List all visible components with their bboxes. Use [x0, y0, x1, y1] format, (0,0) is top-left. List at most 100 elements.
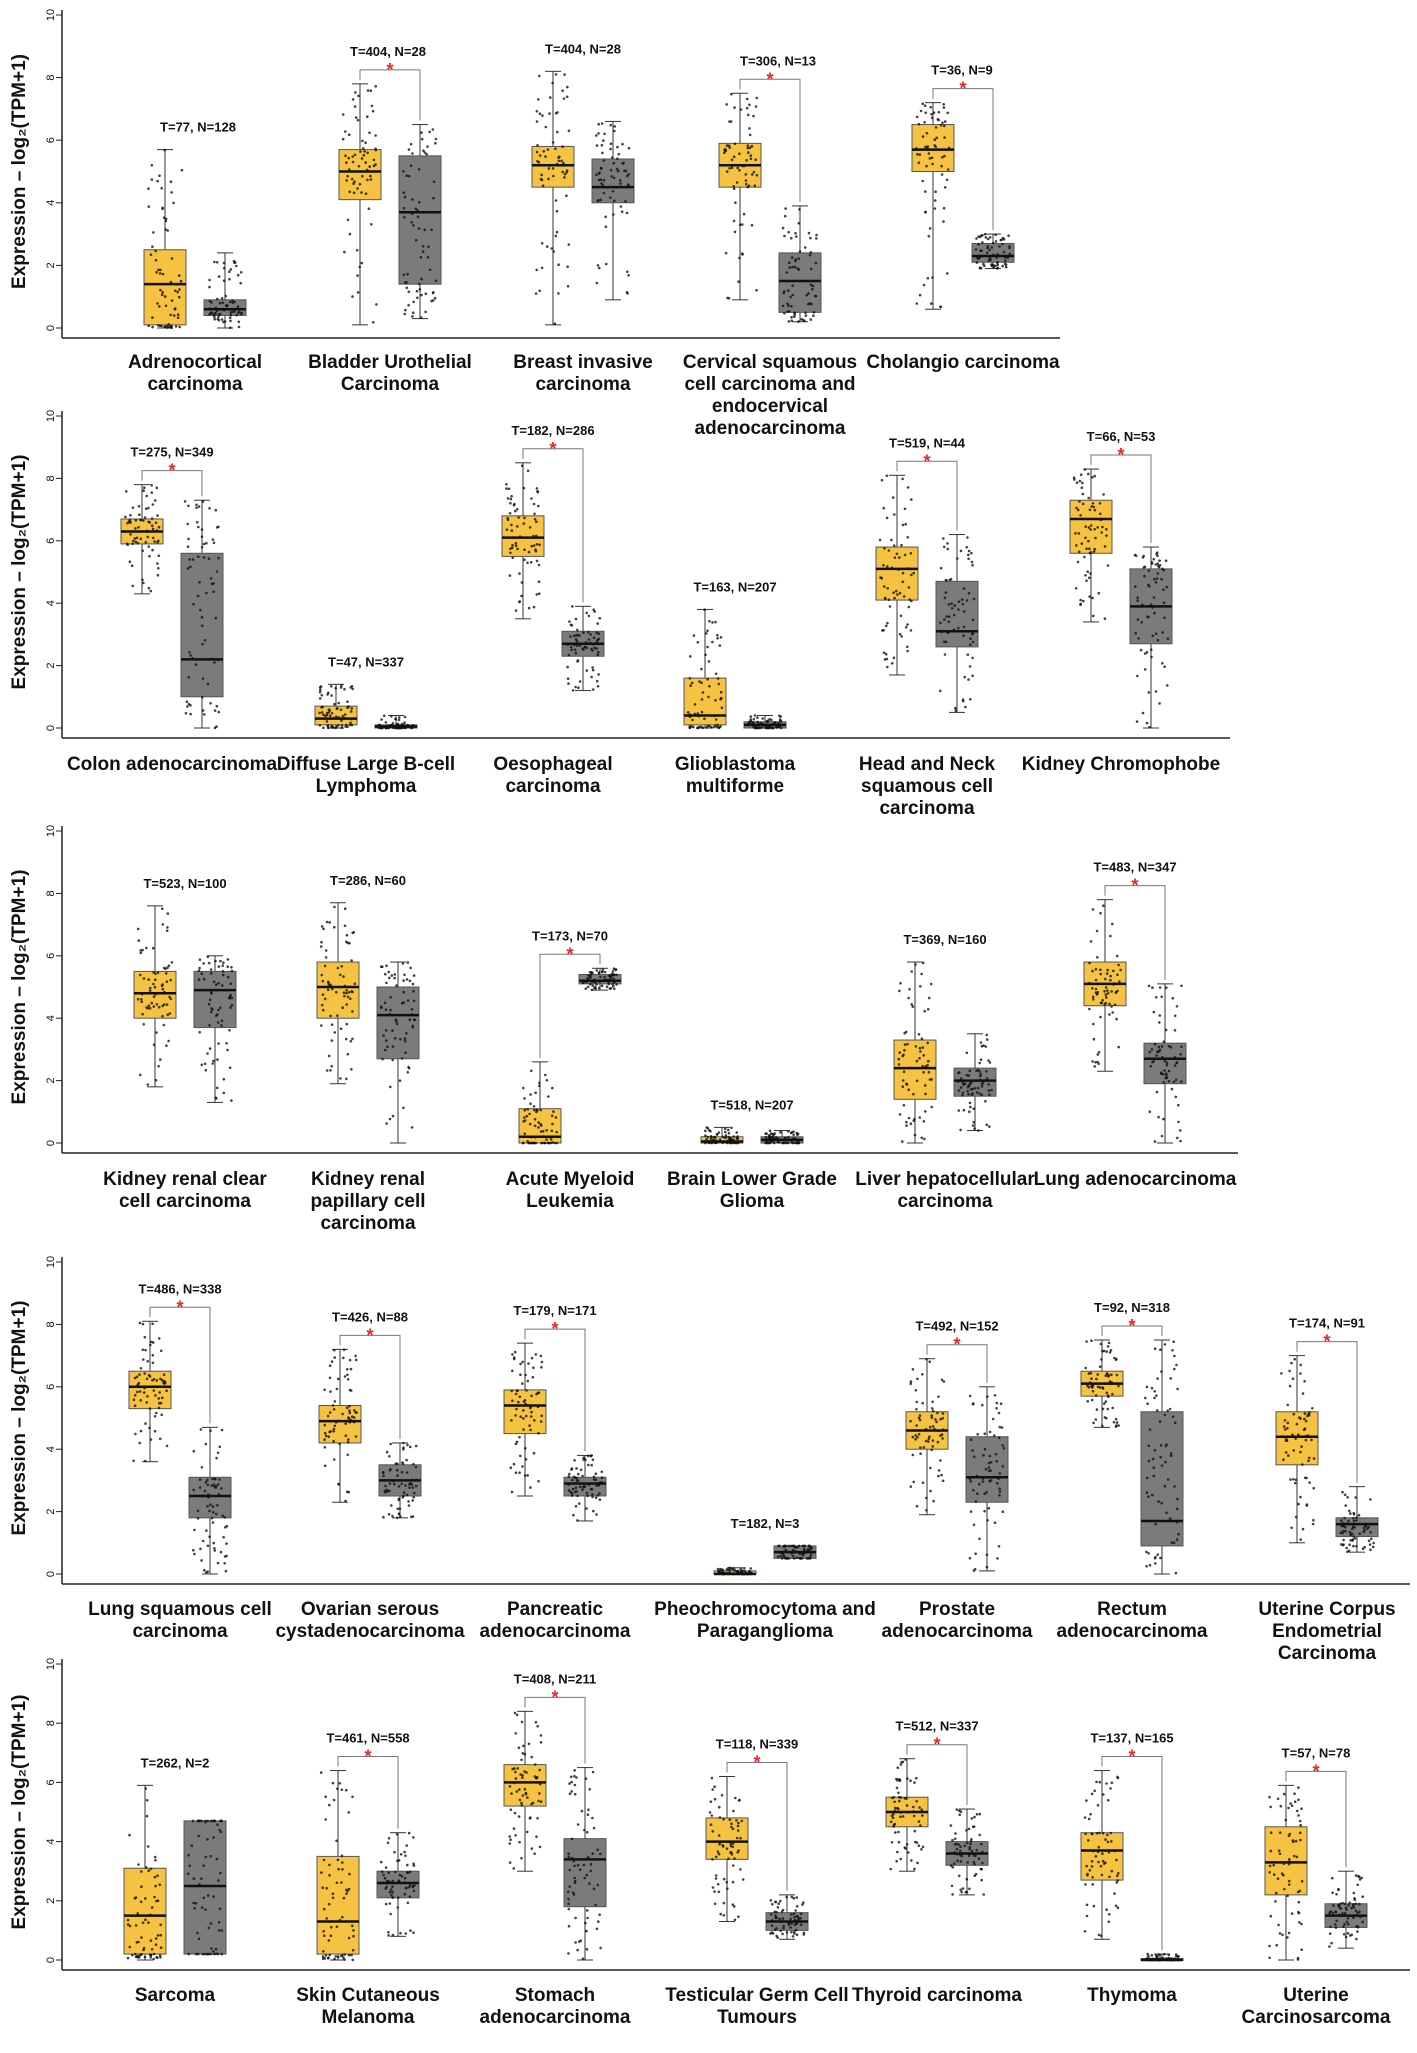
data-point	[697, 714, 701, 718]
data-point	[349, 1039, 353, 1043]
data-point	[523, 1752, 527, 1756]
data-point	[590, 647, 593, 651]
data-point	[1093, 1789, 1096, 1793]
data-point	[957, 626, 960, 630]
data-point	[573, 1783, 577, 1787]
data-point	[361, 139, 364, 143]
data-point	[338, 973, 342, 977]
data-point	[1351, 1525, 1355, 1529]
data-point	[1002, 250, 1006, 254]
data-point	[591, 1458, 595, 1462]
y-tick-label: 4	[45, 600, 57, 606]
data-point	[166, 324, 169, 328]
data-point	[200, 624, 204, 627]
data-point	[523, 1108, 527, 1112]
data-point	[396, 1516, 399, 1520]
normal-box	[935, 580, 979, 648]
data-point	[233, 261, 236, 265]
data-point	[707, 695, 710, 699]
data-point	[1157, 1500, 1160, 1503]
data-point	[318, 697, 322, 700]
data-point	[968, 1556, 972, 1560]
y-tick-label: 4	[45, 200, 57, 206]
data-point	[929, 1425, 932, 1429]
data-point	[420, 137, 424, 141]
significance-star: *	[551, 1687, 558, 1707]
data-point	[589, 1863, 593, 1866]
data-point	[601, 151, 604, 155]
data-point	[708, 684, 711, 688]
data-point	[369, 174, 372, 178]
data-point	[356, 274, 359, 277]
data-point	[1137, 637, 1140, 640]
data-point	[371, 109, 375, 113]
data-point	[737, 280, 740, 284]
data-point	[147, 187, 150, 190]
data-point	[399, 1515, 402, 1518]
data-point	[333, 1031, 337, 1034]
data-point	[979, 1074, 982, 1078]
data-point	[354, 1435, 358, 1438]
data-point	[1094, 987, 1098, 991]
data-point	[1106, 1407, 1109, 1411]
data-point	[582, 648, 585, 651]
data-point	[526, 469, 530, 473]
data-point	[1099, 911, 1102, 915]
data-point	[431, 291, 435, 295]
data-point	[361, 174, 364, 178]
data-point	[1108, 1351, 1112, 1354]
data-point	[980, 234, 983, 237]
data-point	[1156, 1553, 1159, 1556]
data-point	[598, 1481, 602, 1484]
data-point	[202, 1896, 206, 1900]
data-point	[162, 1003, 166, 1006]
data-point	[894, 1806, 897, 1810]
sample-size-annotation: T=262, N=2	[141, 1755, 210, 1770]
data-point	[793, 1557, 796, 1560]
data-point	[789, 1921, 792, 1924]
data-point	[320, 1024, 323, 1027]
normal-box	[563, 1838, 607, 1908]
significance-bracket	[726, 1761, 788, 1891]
data-point	[1088, 1007, 1091, 1011]
data-point	[967, 549, 971, 553]
data-point	[961, 1094, 964, 1097]
data-point	[345, 1490, 349, 1494]
data-point	[412, 990, 415, 993]
data-point	[709, 1800, 713, 1803]
data-point	[605, 985, 609, 988]
data-point	[1152, 1474, 1156, 1478]
data-point	[1284, 1439, 1288, 1442]
data-point	[133, 1394, 137, 1397]
data-point	[1147, 569, 1151, 573]
data-point	[1304, 1419, 1308, 1423]
data-point	[539, 1130, 543, 1133]
data-point	[199, 1428, 203, 1431]
data-point	[586, 978, 590, 982]
data-point	[611, 156, 614, 159]
data-point	[576, 659, 580, 662]
data-point	[595, 640, 599, 643]
y-tick-label: 2	[45, 1078, 57, 1084]
data-point	[625, 211, 629, 215]
data-point	[217, 1879, 220, 1882]
data-point	[589, 633, 592, 636]
data-point	[1091, 596, 1094, 600]
data-point	[703, 608, 706, 611]
data-point	[576, 1519, 579, 1522]
data-point	[1287, 1862, 1291, 1866]
data-point	[989, 1461, 993, 1464]
data-point	[761, 723, 765, 727]
data-point	[327, 1902, 331, 1906]
data-point	[1134, 585, 1137, 588]
data-point	[215, 297, 219, 301]
data-point	[141, 948, 144, 952]
data-point	[328, 1430, 331, 1434]
data-point	[1100, 1934, 1103, 1938]
data-point	[573, 1774, 576, 1778]
data-point	[152, 1005, 156, 1008]
data-point	[1105, 1391, 1109, 1395]
data-point	[412, 224, 415, 227]
